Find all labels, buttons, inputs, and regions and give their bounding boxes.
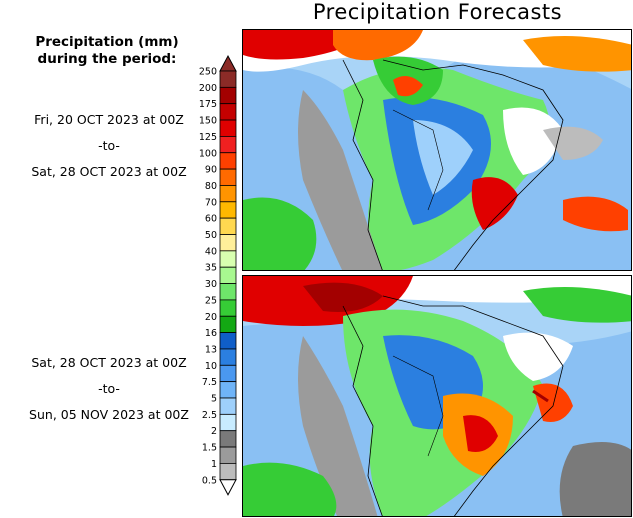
colorbar-segment [219,86,237,105]
colorbar-tick-label: 1.5 [202,443,217,454]
colorbar-tick-label: 80 [205,181,217,192]
colorbar-segment [219,266,237,284]
period-1-label: Fri, 20 OCT 2023 at 00Z -to- Sat, 28 OCT… [20,107,198,185]
colorbar-segment [219,413,237,432]
period-2-sep: -to- [98,381,120,396]
period-1-start: Fri, 20 OCT 2023 at 00Z [34,112,184,127]
colorbar-segment [219,283,237,301]
colorbar-segment [219,381,237,399]
colorbar-segment [219,185,237,203]
colorbar-tick-label: 90 [205,165,217,176]
colorbar-tick-label: 2 [211,426,217,437]
colorbar-segment [219,299,237,317]
colorbar-segment [219,315,237,334]
colorbar-tick-label: 100 [199,148,217,159]
colorbar-segment [219,70,237,88]
colorbar-segment [219,462,237,481]
period-2-label: Sat, 28 OCT 2023 at 00Z -to- Sun, 05 NOV… [20,350,198,428]
colorbar-tick-label: 20 [205,312,217,323]
colorbar-tick-label: 0.5 [202,475,217,486]
colorbar-segment [219,250,237,268]
legend-title: Precipitation (mm) during the period: [22,34,192,68]
colorbar-tick-label: 175 [199,99,217,110]
colorbar-segment [219,430,237,448]
colorbar-tick-label: 5 [211,394,217,405]
period-2-end: Sun, 05 NOV 2023 at 00Z [29,407,189,422]
colorbar-tick-label: 2.5 [202,410,217,421]
colorbar-tick-label: 25 [205,295,217,306]
colorbar-segment [219,397,237,415]
colorbar-tick-label: 7.5 [202,377,217,388]
colorbar-bottom-arrow [219,479,237,496]
forecast-map-period-1 [242,29,632,271]
colorbar-segment [219,201,237,219]
colorbar-segment [219,217,237,235]
colorbar-tick-label: 250 [199,67,217,78]
colorbar-segment [219,332,237,350]
colorbar-segment [219,103,237,121]
legend-title-line1: Precipitation (mm) [35,34,179,50]
forecast-map-2-graphic [243,276,631,516]
colorbar-tick-label: 125 [199,132,217,143]
period-1-end: Sat, 28 OCT 2023 at 00Z [31,164,187,179]
forecast-map-period-2 [242,275,632,517]
colorbar-tick-label: 40 [205,246,217,257]
colorbar-segment [219,168,237,186]
colorbar-segment [219,234,237,252]
colorbar-tick-label: 150 [199,116,217,127]
colorbar-segment [219,446,237,464]
forecast-map-1-graphic [243,30,631,270]
page-title: Precipitation Forecasts [312,0,563,24]
colorbar-tick-label: 60 [205,214,217,225]
colorbar-tick-label: 200 [199,83,217,94]
colorbar-tick-label: 50 [205,230,217,241]
colorbar-tick-label: 16 [205,328,217,339]
colorbar-segment [219,119,237,137]
period-2-start: Sat, 28 OCT 2023 at 00Z [31,355,187,370]
colorbar-segment [219,348,237,366]
colorbar-segment [219,152,237,170]
colorbar-tick-label: 1 [211,459,217,470]
colorbar-tick-label: 10 [205,361,217,372]
colorbar-tick-label: 35 [205,263,217,274]
colorbar-tick-label: 13 [205,344,217,355]
colorbar-top-arrow [219,54,237,72]
period-1-sep: -to- [98,138,120,153]
colorbar-tick-label: 70 [205,197,217,208]
legend-title-line2: during the period: [37,51,177,67]
colorbar-segment [219,364,237,383]
colorbar-segment [219,135,237,154]
colorbar-tick-label: 30 [205,279,217,290]
